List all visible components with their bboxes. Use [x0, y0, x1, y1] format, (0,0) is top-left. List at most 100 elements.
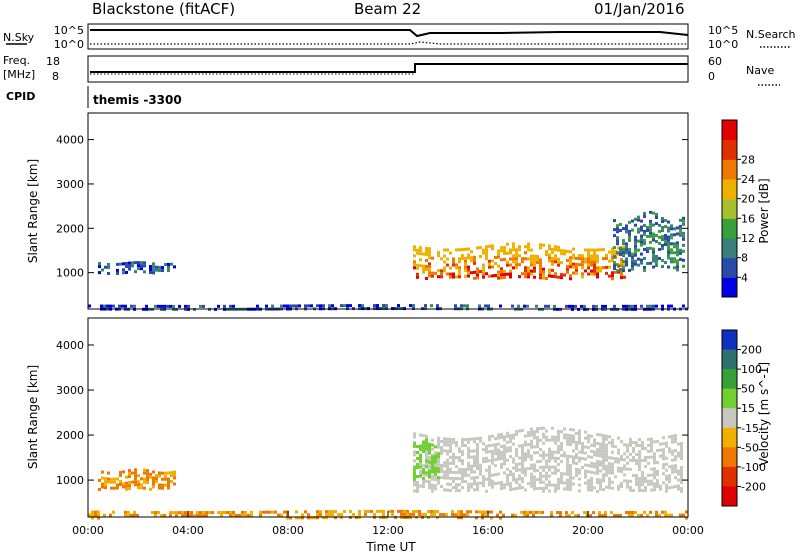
echo-cell	[503, 456, 506, 460]
echo-cell	[599, 445, 602, 449]
echo-cell	[649, 210, 652, 214]
echo-cell	[428, 274, 431, 278]
echo-cell	[674, 470, 677, 474]
echo-cell	[593, 272, 596, 276]
echo-cell	[613, 267, 616, 271]
echo-cell	[470, 271, 473, 275]
echo-cell	[533, 484, 536, 488]
echo-cell	[527, 443, 530, 447]
echo-cell	[512, 242, 515, 246]
echo-cell	[548, 450, 551, 454]
echo-cell	[563, 436, 566, 440]
echo-cell	[647, 461, 650, 465]
freq-label-1: Freq.	[3, 54, 30, 67]
echo-cell	[653, 461, 656, 465]
echo-cell	[590, 254, 593, 258]
echo-cell	[97, 510, 100, 514]
echo-cell	[488, 465, 491, 469]
echo-cell	[557, 483, 560, 487]
echo-cell	[503, 272, 506, 276]
echo-cell	[602, 479, 605, 483]
echo-cell	[602, 473, 605, 477]
echo-cell	[491, 482, 494, 486]
echo-cell	[482, 266, 485, 270]
echo-cell	[521, 485, 524, 489]
colorbar-tick-label: -15	[741, 422, 759, 435]
echo-cell	[656, 473, 659, 477]
echo-cell	[518, 429, 521, 433]
echo-cell	[439, 513, 442, 517]
echo-cell	[458, 468, 461, 472]
echo-cell	[608, 462, 611, 466]
echo-cell	[431, 438, 434, 442]
echo-cell	[557, 477, 560, 481]
echo-cell	[485, 444, 488, 448]
echo-cell	[506, 242, 509, 246]
noise-right-tick-bottom: 10^0	[708, 38, 738, 51]
echo-cell	[590, 443, 593, 447]
echo-cell	[544, 304, 547, 308]
echo-cell	[649, 219, 652, 223]
echo-cell	[545, 471, 548, 475]
echo-cell	[650, 455, 653, 459]
echo-cell	[473, 461, 476, 465]
echo-cell	[470, 250, 473, 254]
echo-cell	[680, 456, 683, 460]
echo-cell	[620, 273, 623, 277]
echo-cell	[161, 483, 164, 487]
echo-cell	[578, 459, 581, 463]
echo-cell	[440, 440, 443, 444]
echo-cell	[446, 443, 449, 447]
echo-cell	[433, 510, 436, 514]
echo-cell	[524, 257, 527, 261]
echo-cell	[646, 228, 649, 232]
echo-cell	[140, 483, 143, 487]
echo-cell	[154, 304, 157, 308]
echo-cell	[569, 479, 572, 483]
echo-cell	[578, 441, 581, 445]
echo-cell	[680, 471, 683, 475]
echo-cell	[119, 473, 122, 477]
echo-cell	[509, 434, 512, 438]
echo-cell	[599, 248, 602, 252]
echo-cell	[467, 253, 470, 257]
echo-cell	[491, 449, 494, 453]
echo-cell	[536, 460, 539, 464]
echo-cell	[677, 484, 680, 488]
echo-cell	[536, 451, 539, 455]
echo-cell	[572, 265, 575, 269]
echo-cell	[500, 450, 503, 454]
echo-cell	[125, 475, 128, 479]
echo-cell	[566, 439, 569, 443]
echo-cell	[122, 271, 125, 275]
echo-cell	[497, 270, 500, 274]
echo-cell	[605, 470, 608, 474]
echo-cell	[560, 448, 563, 452]
echo-cell	[635, 453, 638, 457]
echo-cell	[548, 256, 551, 260]
echo-cell	[116, 271, 119, 275]
echo-cell	[238, 513, 241, 517]
echo-cell	[665, 483, 668, 487]
echo-cell	[440, 257, 443, 261]
echo-cell	[476, 443, 479, 447]
echo-cell	[599, 448, 602, 452]
echo-cell	[682, 513, 685, 517]
echo-cell	[542, 474, 545, 478]
echo-cell	[578, 432, 581, 436]
echo-cell	[152, 265, 155, 269]
echo-cell	[428, 442, 431, 446]
echo-cell	[560, 445, 563, 449]
echo-cell	[431, 467, 434, 471]
echo-cell	[559, 511, 562, 515]
echo-cell	[539, 474, 542, 478]
echo-cell	[428, 469, 431, 473]
echo-cell	[545, 462, 548, 466]
echo-cell	[503, 486, 506, 490]
echo-cell	[604, 511, 607, 515]
echo-cell	[491, 452, 494, 456]
echo-cell	[491, 443, 494, 447]
echo-cell	[596, 453, 599, 457]
echo-cell	[271, 304, 274, 308]
echo-cell	[497, 255, 500, 259]
